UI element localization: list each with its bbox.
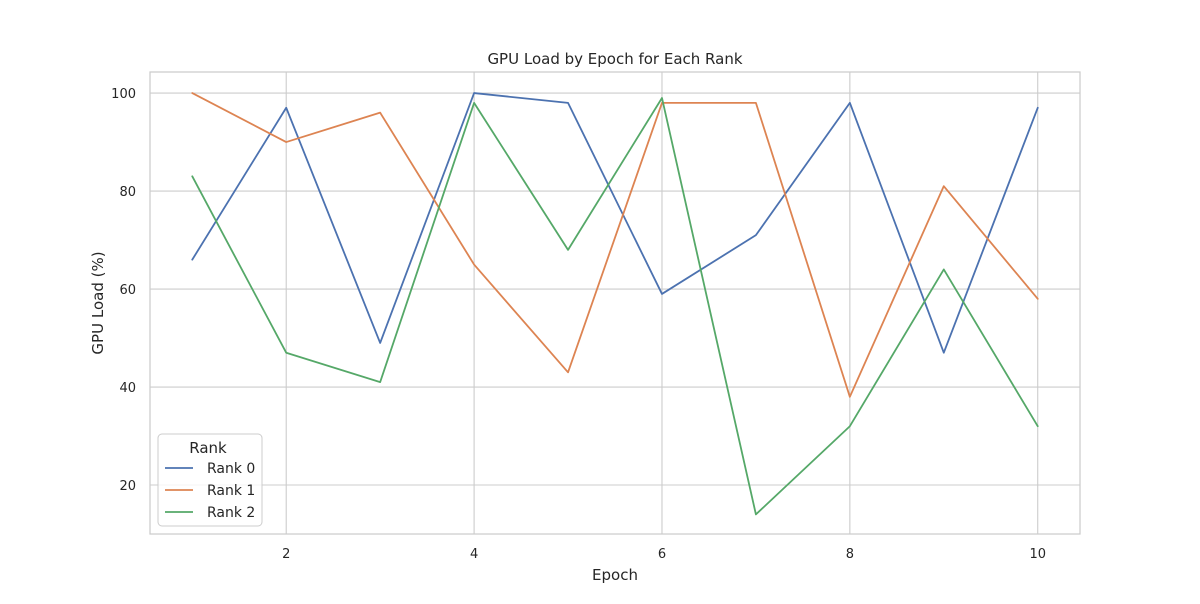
plot-frame bbox=[149, 71, 1081, 535]
legend-title: Rank bbox=[189, 439, 227, 457]
chart-title: GPU Load by Epoch for Each Rank bbox=[487, 50, 742, 68]
x-tick-label: 8 bbox=[846, 547, 854, 562]
legend-label: Rank 2 bbox=[207, 505, 255, 521]
x-tick-label: 10 bbox=[1029, 547, 1046, 562]
y-tick-labels: 20 40 60 80 100 bbox=[111, 87, 136, 494]
grid bbox=[150, 72, 1080, 534]
x-tick-label: 2 bbox=[282, 547, 290, 562]
x-tick-labels: 2 4 6 8 10 bbox=[282, 547, 1046, 562]
series-line-rank-0 bbox=[191, 92, 1039, 354]
legend-label: Rank 1 bbox=[207, 483, 255, 499]
y-tick-label: 40 bbox=[119, 381, 136, 396]
y-tick-label: 100 bbox=[111, 87, 136, 102]
x-tick-label: 4 bbox=[470, 547, 478, 562]
legend-label: Rank 0 bbox=[207, 461, 255, 477]
x-axis-label: Epoch bbox=[592, 566, 638, 584]
series-line-rank-2 bbox=[191, 97, 1039, 516]
legend-box bbox=[157, 433, 263, 527]
legend: Rank Rank 0 Rank 1 Rank 2 bbox=[157, 433, 263, 527]
x-tick-label: 6 bbox=[658, 547, 666, 562]
series-line-rank-1 bbox=[191, 92, 1039, 398]
y-tick-label: 60 bbox=[119, 283, 136, 298]
legend-entries: Rank 0 Rank 1 Rank 2 bbox=[165, 461, 255, 521]
y-tick-label: 20 bbox=[119, 479, 136, 494]
series-lines bbox=[191, 92, 1039, 516]
y-tick-label: 80 bbox=[119, 185, 136, 200]
y-axis-label: GPU Load (%) bbox=[89, 251, 107, 354]
